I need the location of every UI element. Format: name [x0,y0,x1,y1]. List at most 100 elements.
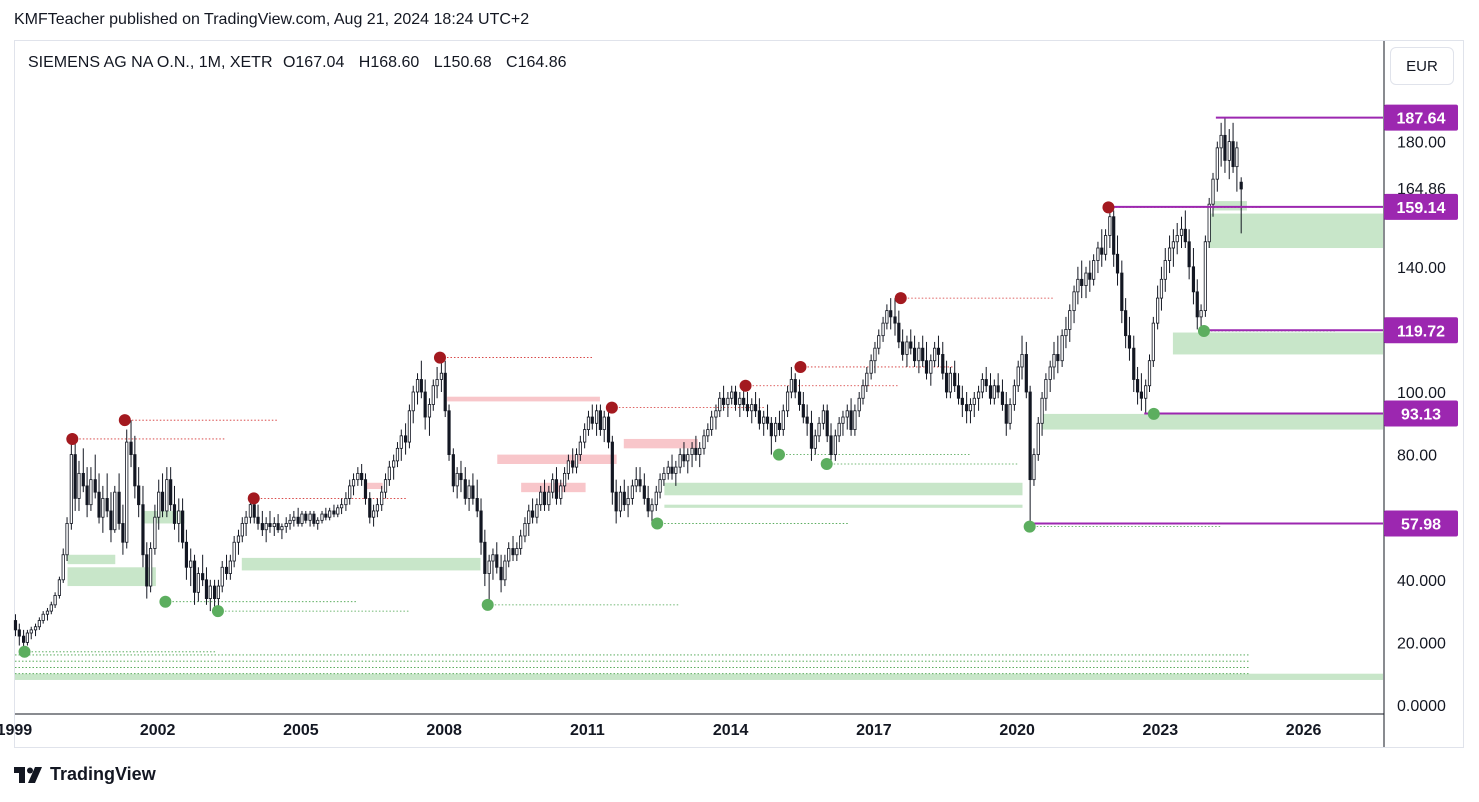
ohlc-high-label: H [358,54,371,71]
candle [177,498,181,543]
candle [730,385,734,405]
candle-body [936,347,941,355]
candle-body [491,554,495,562]
candle [781,404,785,436]
x-tick-label: 2023 [1143,722,1179,739]
symbol-legend: SIEMENS AG NA O.N., 1M, XETR O167.04 H16… [28,54,577,72]
candle-body [507,548,511,562]
candle-body [1120,272,1124,312]
candle-body [738,397,742,405]
candle [539,485,543,511]
candle [1151,316,1155,367]
candle-body [312,513,316,524]
candle [1052,341,1056,380]
candle [113,485,117,533]
candle-body [1195,291,1199,318]
candle-body [765,416,770,424]
candle-body [893,316,897,324]
candle [201,554,205,587]
candle [53,592,57,608]
candle-body [415,379,420,393]
candle [626,485,630,518]
candle [395,442,400,468]
candle-body [17,629,21,637]
candle-body [204,579,209,599]
candle [1195,279,1199,330]
candle-body [49,604,53,612]
candle-body [515,548,519,556]
candle-body [531,510,535,518]
candle [1203,235,1207,317]
candle-body [666,466,670,474]
symbol-name[interactable]: SIEMENS AG NA O.N., 1M, XETR [28,54,273,71]
candle-body [228,560,232,574]
candle [1076,266,1080,305]
candle [1239,177,1243,234]
candle-body [172,504,177,524]
candle-body [308,513,312,521]
candle [960,385,964,418]
candle [905,335,909,367]
candle [571,448,575,474]
candle-body [527,510,531,524]
candle-body [244,516,248,524]
candle-body [1215,147,1219,180]
candle-body [762,416,766,424]
candle [980,373,984,399]
candle [912,335,917,367]
candle-body [845,410,849,418]
candle [1207,197,1211,249]
candle-body [1132,347,1136,380]
candle [936,335,941,367]
candle-body [81,472,85,487]
candle [606,407,611,449]
candle-body [212,585,217,599]
candle [208,579,212,612]
candle [1048,360,1052,392]
candle-body [622,491,626,506]
candle [181,498,185,549]
candle [403,423,408,455]
candle [81,448,85,493]
candle [1219,122,1223,167]
candle [117,473,121,530]
candle-body [706,429,710,437]
candle-body [562,472,567,487]
key-level-badge: 159.14 [1384,193,1458,220]
candle [411,385,415,424]
candle [833,429,837,461]
candle-body [1040,397,1044,424]
currency-button[interactable]: EUR [1390,47,1454,85]
candle [662,467,666,486]
candle [1127,316,1132,361]
candle [483,529,487,587]
candle [941,341,945,380]
candle [383,473,388,499]
candle-body [877,335,881,349]
candle-body [1048,366,1052,380]
candle [1227,129,1231,180]
candle [519,529,523,555]
ohlc-open-value: 167.04 [295,54,345,71]
candle [769,417,773,455]
candle [578,435,582,461]
candle [356,467,360,486]
tradingview-branding[interactable]: TradingView [14,764,156,785]
candle-body [109,510,113,531]
demand-zone [67,554,116,565]
candle-body [793,379,797,393]
candle-body [419,379,423,393]
candle [542,479,547,511]
candle-body [439,372,443,380]
candle-body [276,523,280,531]
candle [785,385,790,418]
candle-body [1175,235,1179,243]
candle [698,442,702,468]
candle-body [547,491,551,506]
candle [841,410,845,436]
candle [507,542,511,568]
candle-body [809,422,814,449]
candle-body [626,498,630,506]
candle-body [730,391,734,399]
